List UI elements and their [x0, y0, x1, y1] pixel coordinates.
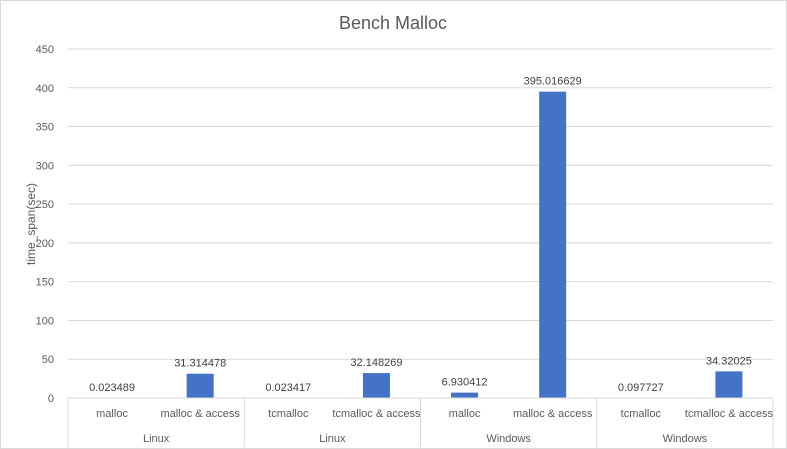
x-category-label: malloc & access: [160, 408, 240, 420]
x-group-label: Linux: [143, 433, 170, 445]
data-label: 32.148269: [350, 357, 402, 369]
y-tick-label: 250: [36, 199, 54, 211]
y-tick-label: 400: [36, 83, 54, 95]
x-category-label: tcmalloc & access: [332, 408, 421, 420]
chart-title: Bench Malloc: [339, 13, 447, 33]
bars: [98, 91, 743, 398]
data-label: 6.930412: [442, 377, 488, 389]
x-category-label: tcmalloc & access: [685, 408, 774, 420]
data-label: 395.016629: [524, 76, 582, 88]
y-tick-label: 350: [36, 122, 54, 134]
bar: [715, 371, 743, 398]
x-group-label: Windows: [486, 433, 531, 445]
x-category-label: malloc: [449, 408, 481, 420]
data-label: 0.023417: [265, 382, 311, 394]
data-label: 34.32025: [706, 355, 752, 367]
data-label: 31.314478: [174, 358, 226, 370]
y-tick-label: 100: [36, 315, 54, 327]
y-axis-ticks: 0 50 100 150 200 250 300 350 400 450: [36, 44, 54, 405]
data-label: 0.097727: [618, 382, 664, 394]
y-tick-label: 0: [48, 393, 54, 405]
x-category-label: tcmalloc: [621, 408, 662, 420]
bar: [539, 91, 567, 398]
data-label: 0.023489: [89, 382, 135, 394]
x-group-label: Linux: [319, 433, 346, 445]
bar: [186, 373, 214, 398]
y-axis-label: time_span(sec): [24, 183, 38, 265]
x-axis: malloc malloc & access tcmalloc tcmalloc & …: [67, 397, 774, 447]
bar: [362, 373, 390, 398]
gridlines: [68, 48, 773, 360]
y-tick-label: 300: [36, 160, 54, 172]
y-tick-label: 450: [36, 44, 54, 56]
y-tick-label: 150: [36, 277, 54, 289]
data-labels: 0.023489 31.314478 0.023417 32.148269 6.9304…: [89, 76, 752, 394]
y-tick-label: 50: [42, 354, 54, 366]
bar: [451, 392, 479, 398]
x-category-label: malloc: [96, 408, 128, 420]
y-tick-label: 200: [36, 238, 54, 250]
x-category-label: malloc & access: [513, 408, 593, 420]
x-category-label: tcmalloc: [268, 408, 309, 420]
x-group-label: Windows: [663, 433, 708, 445]
